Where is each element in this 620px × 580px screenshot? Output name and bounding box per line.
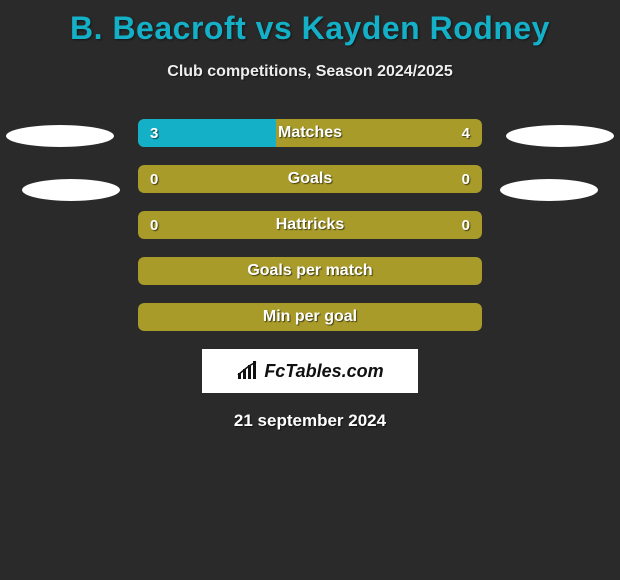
- stat-row: Min per goal: [138, 303, 482, 331]
- logo-text: FcTables.com: [264, 361, 383, 382]
- stat-label: Min per goal: [138, 303, 482, 331]
- stat-label: Hattricks: [138, 211, 482, 239]
- comparison-bars: 34Matches 00Goals 00Hattricks Goals per mat…: [0, 119, 620, 331]
- stat-row: 00Goals: [138, 165, 482, 193]
- subtitle: Club competitions, Season 2024/2025: [0, 63, 620, 81]
- stat-row: Goals per match: [138, 257, 482, 285]
- stat-label: Goals: [138, 165, 482, 193]
- stat-label: Goals per match: [138, 257, 482, 285]
- stat-row: 00Hattricks: [138, 211, 482, 239]
- stat-label: Matches: [138, 119, 482, 147]
- page-title: B. Beacroft vs Kayden Rodney: [0, 0, 620, 47]
- date-text: 21 september 2024: [0, 411, 620, 431]
- bar-chart-icon: [236, 361, 260, 381]
- logo-box: FcTables.com: [202, 349, 418, 393]
- stat-row: 34Matches: [138, 119, 482, 147]
